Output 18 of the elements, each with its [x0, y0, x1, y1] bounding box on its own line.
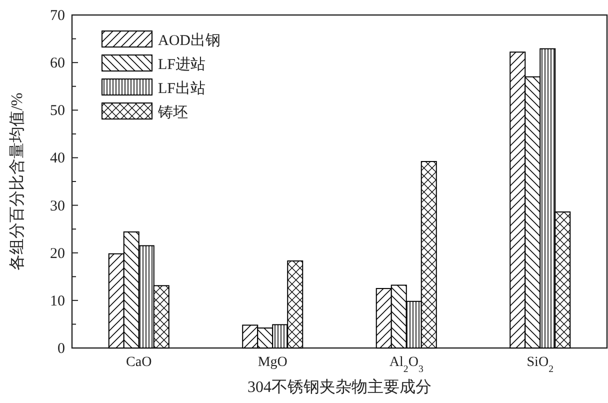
legend-label: LF进站 [158, 56, 206, 73]
legend-label: AOD出钢 [158, 32, 220, 49]
x-axis-title: 304不锈钢夹杂物主要成分 [248, 378, 432, 396]
y-tick-label: 0 [58, 341, 65, 357]
legend-label: LF出站 [158, 80, 206, 97]
x-tick-label: Al$_{2}$O$_{3}$ [389, 355, 424, 374]
y-axis-title: 各组分百分比含量均值/% [8, 92, 26, 270]
x-tick-label: SiO$_{2}$ [526, 355, 554, 374]
x-tick-label: CaO [126, 355, 152, 370]
legend-label: 铸坯 [157, 104, 188, 121]
y-tick-label: 10 [50, 293, 65, 310]
y-tick-label: 70 [50, 8, 65, 24]
y-tick-label: 30 [50, 198, 65, 214]
y-tick-label: 20 [50, 246, 65, 262]
y-tick-label: 60 [50, 56, 65, 72]
y-tick-label: 40 [50, 150, 65, 167]
x-tick-label: MgO [258, 355, 288, 370]
y-tick-label: 50 [50, 103, 65, 120]
